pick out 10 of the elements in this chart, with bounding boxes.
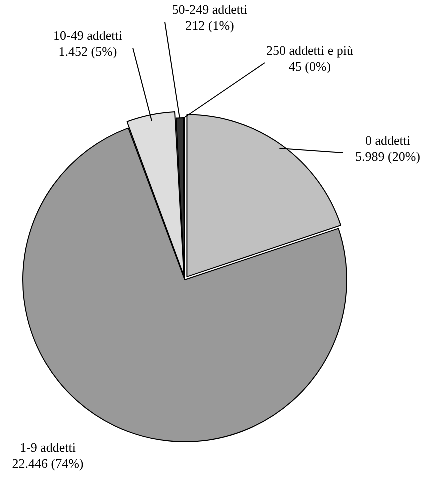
slice-label: 50-249 addetti	[172, 2, 248, 17]
data-label: 45 (0%)	[288, 59, 332, 74]
slice-label: 1-9 addetti	[20, 440, 76, 455]
data-label: 212 (1%)	[186, 18, 234, 33]
data-label: 22.446 (74%)	[12, 456, 84, 471]
slice-label: 0 addetti	[365, 133, 411, 148]
data-label: 5.989 (20%)	[356, 149, 420, 164]
data-label: 1.452 (5%)	[58, 44, 118, 59]
slice-label: 250 addetti e più	[266, 43, 354, 58]
slice-label: 10-49 addetti	[54, 28, 123, 43]
